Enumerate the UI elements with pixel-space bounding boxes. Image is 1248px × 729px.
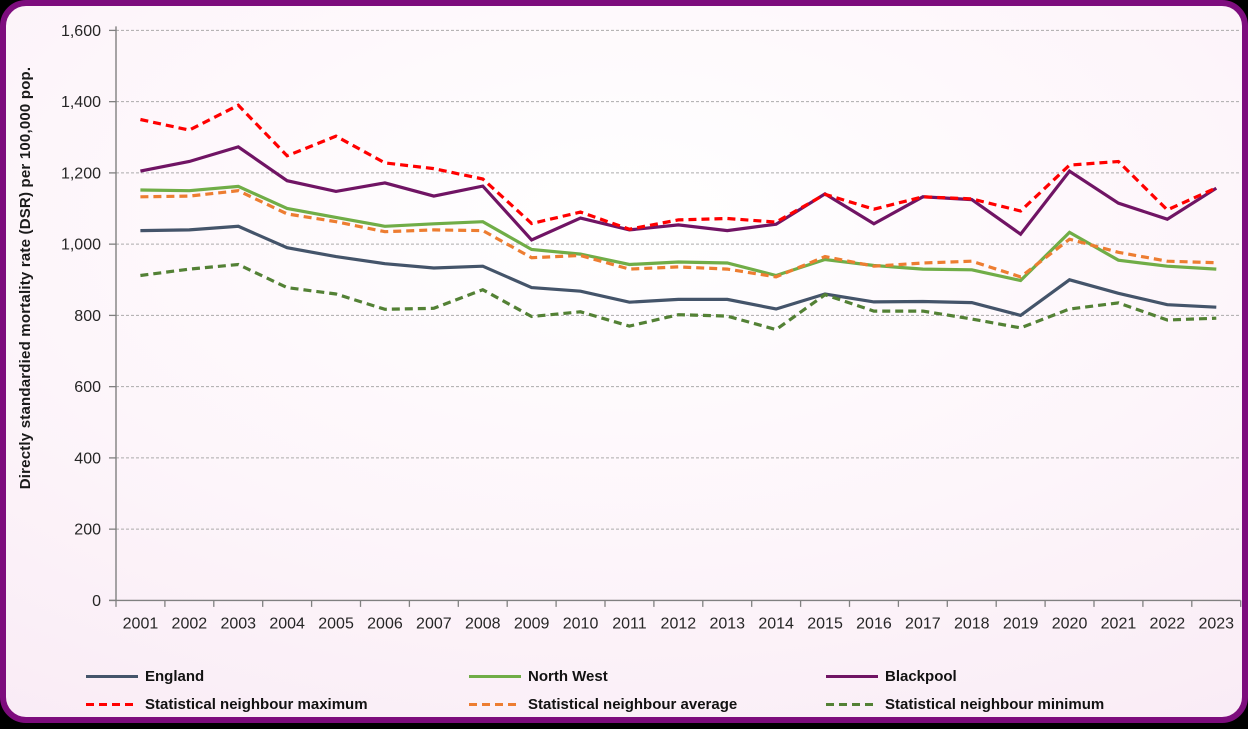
legend-item-north-west: North West xyxy=(469,666,608,686)
legend-label-north-west: North West xyxy=(528,667,608,685)
y-tick-label: 1,000 xyxy=(61,237,101,254)
x-tick-label: 2012 xyxy=(661,615,697,632)
x-tick-label: 2017 xyxy=(905,615,941,632)
legend-label-england: England xyxy=(145,667,205,685)
series-line-statistical-neighbour-minimum xyxy=(140,262,1217,332)
series-line-statistical-neighbour-average xyxy=(140,189,1217,279)
legend-label-statistical-neighbour-minimum: Statistical neighbour minimum xyxy=(885,695,1105,713)
legend-item-statistical-neighbour-minimum: Statistical neighbour minimum xyxy=(826,694,1104,714)
legend-label-statistical-neighbour-average: Statistical neighbour average xyxy=(528,695,738,713)
legend-swatch-statistical-neighbour-average xyxy=(469,702,521,706)
x-tick-label: 2008 xyxy=(465,615,501,632)
x-tick-label: 2010 xyxy=(563,615,599,632)
y-tick-label: 1,200 xyxy=(61,165,101,182)
legend-swatch-england xyxy=(86,674,138,678)
x-tick-label: 2003 xyxy=(220,615,256,632)
x-tick-label: 2014 xyxy=(758,615,794,632)
x-tick-label: 2001 xyxy=(123,615,159,632)
x-tick-label: 2023 xyxy=(1198,615,1234,632)
x-tick-label: 2015 xyxy=(807,615,843,632)
x-tick-label: 2002 xyxy=(172,615,208,632)
legend-swatch-blackpool xyxy=(826,674,878,678)
x-tick-label: 2006 xyxy=(367,615,403,632)
x-tick-label: 2013 xyxy=(709,615,745,632)
x-tick-label: 2020 xyxy=(1052,615,1088,632)
y-tick-label: 200 xyxy=(74,522,101,539)
x-tick-label: 2009 xyxy=(514,615,550,632)
x-tick-label: 2016 xyxy=(856,615,892,632)
legend-swatch-statistical-neighbour-maximum xyxy=(86,702,138,706)
x-tick-label: 2004 xyxy=(269,615,305,632)
legend-swatch-north-west xyxy=(469,674,521,678)
legend-label-blackpool: Blackpool xyxy=(885,667,957,685)
legend-item-statistical-neighbour-maximum: Statistical neighbour maximum xyxy=(86,694,368,714)
legend-item-statistical-neighbour-average: Statistical neighbour average xyxy=(469,694,737,714)
mortality-trend-line-chart: 0 200 400 600 800 1,000 1,200 1,400 1,600 2001 200… xyxy=(61,23,1242,632)
series-line-england xyxy=(140,224,1217,318)
y-tick-label: 1,400 xyxy=(61,94,101,111)
y-tick-label: 400 xyxy=(74,450,101,467)
y-tick-label: 0 xyxy=(92,593,101,610)
series-line-statistical-neighbour-maximum xyxy=(140,103,1217,231)
x-tick-label: 2018 xyxy=(954,615,990,632)
y-tick-label: 1,600 xyxy=(61,23,101,40)
y-tick-label: 600 xyxy=(74,379,101,396)
legend-swatch-statistical-neighbour-minimum xyxy=(826,702,878,706)
x-tick-label: 2005 xyxy=(318,615,354,632)
x-tick-label: 2021 xyxy=(1101,615,1137,632)
series-line-north-west xyxy=(140,184,1217,283)
series-line-blackpool xyxy=(140,145,1218,242)
x-tick-label: 2022 xyxy=(1150,615,1186,632)
x-tick-label: 2007 xyxy=(416,615,452,632)
legend-label-statistical-neighbour-maximum: Statistical neighbour maximum xyxy=(145,695,368,713)
y-tick-label: 800 xyxy=(74,308,101,325)
x-tick-label: 2019 xyxy=(1003,615,1039,632)
x-tick-label: 2011 xyxy=(612,615,647,632)
legend-item-england: England xyxy=(86,666,204,686)
legend-item-blackpool: Blackpool xyxy=(826,666,957,686)
